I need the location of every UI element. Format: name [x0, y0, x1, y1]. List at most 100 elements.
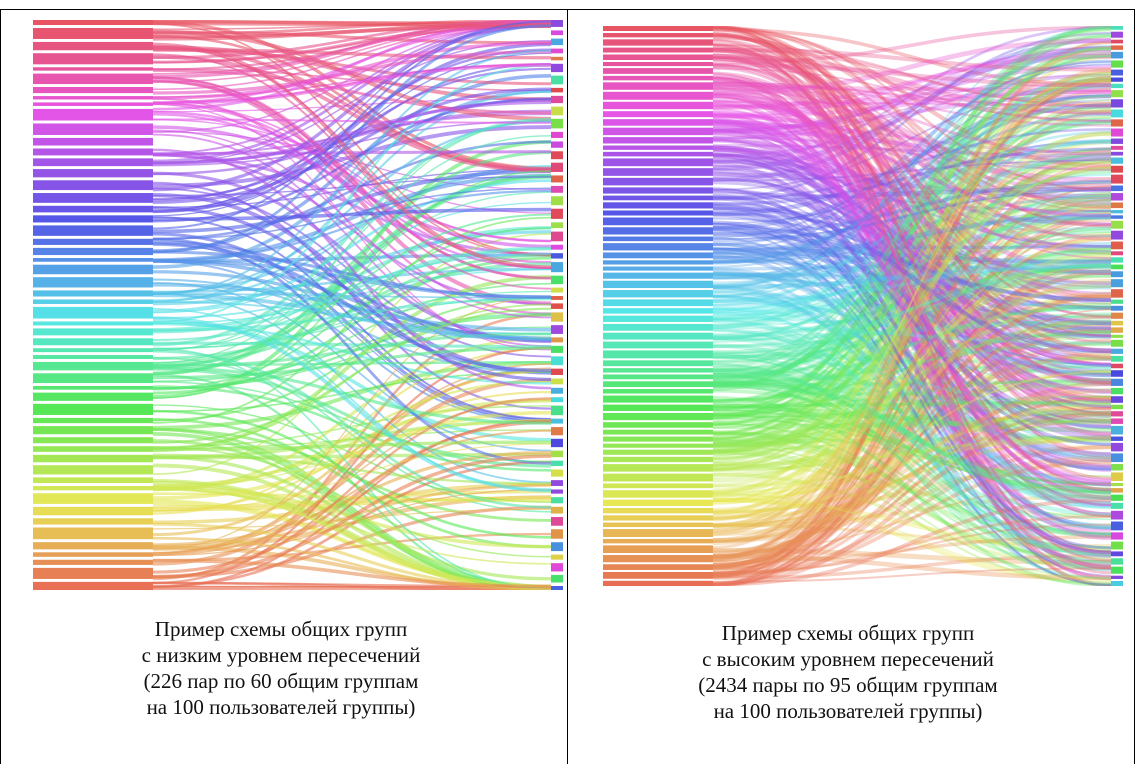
- ribbon-link: [712, 383, 1112, 418]
- ribbon-link: [712, 38, 1112, 182]
- right-node-bar: [1111, 193, 1123, 201]
- ribbon-link: [712, 395, 1112, 579]
- ribbon-link: [712, 93, 1112, 487]
- left-node-bar: [603, 299, 713, 307]
- right-node-bar: [1111, 60, 1123, 68]
- left-node-bar: [33, 247, 153, 256]
- ribbon-link: [712, 141, 1112, 294]
- ribbon-link: [712, 86, 1112, 419]
- ribbon-link: [712, 47, 1112, 518]
- ribbon-link: [712, 41, 1112, 472]
- ribbon-link: [712, 79, 1112, 576]
- right-node-bar: [1111, 174, 1123, 184]
- ribbon-link: [712, 251, 1112, 494]
- ribbon-link: [712, 187, 1112, 577]
- left-node-bar: [33, 53, 153, 65]
- ribbon-link: [712, 86, 1112, 269]
- ribbon-link: [712, 149, 1112, 578]
- ribbon-link: [152, 150, 552, 156]
- left-node-bar: [603, 151, 713, 157]
- ribbon-link: [712, 56, 1112, 457]
- ribbon-link: [712, 167, 1112, 324]
- ribbon-link: [712, 133, 1112, 295]
- ribbon-link: [712, 306, 1112, 423]
- left-node-bar: [603, 323, 713, 331]
- left-node-bar: [33, 338, 153, 346]
- ribbon-link: [712, 306, 1112, 349]
- ribbon-link: [712, 462, 1112, 519]
- table-border-left: [0, 9, 1, 764]
- ribbon-link: [712, 138, 1112, 408]
- ribbon-link: [712, 231, 1112, 468]
- right-node-bar: [1111, 157, 1123, 164]
- ribbon-link: [712, 27, 1112, 87]
- left-node-bar: [603, 341, 713, 349]
- ribbon-link: [712, 276, 1112, 319]
- left-node-bar: [603, 515, 713, 521]
- ribbon-link: [712, 201, 1112, 411]
- ribbon-link: [152, 443, 552, 512]
- ribbon-link: [712, 308, 1112, 549]
- ribbon-link: [712, 33, 1112, 416]
- ribbon-link: [712, 53, 1112, 116]
- ribbon-link: [152, 64, 552, 324]
- ribbon-link: [152, 30, 552, 45]
- left-node-bar: [603, 26, 713, 32]
- left-node-bar: [603, 145, 713, 150]
- left-node-bar: [33, 137, 153, 146]
- left-node-bar: [33, 559, 153, 565]
- right-node-bar: [1111, 51, 1123, 59]
- ribbon-link: [712, 367, 1112, 539]
- ribbon-link: [712, 338, 1112, 571]
- ribbon-link: [712, 103, 1112, 217]
- ribbon-link: [712, 278, 1112, 533]
- ribbon-link: [712, 264, 1112, 467]
- caption-line: с высоким уровнем пересечений: [702, 647, 994, 671]
- right-node-bar: [551, 75, 563, 85]
- ribbon-link: [712, 369, 1112, 543]
- right-node-bar: [1111, 436, 1123, 441]
- ribbon-link: [152, 74, 552, 253]
- ribbon-link: [712, 57, 1112, 344]
- ribbon-link: [152, 54, 552, 173]
- ribbon-link: [152, 50, 552, 95]
- ribbon-link: [152, 397, 552, 579]
- ribbon-link: [712, 180, 1112, 488]
- right-node-bar: [551, 337, 563, 343]
- ribbon-link: [152, 296, 552, 550]
- left-node-bar: [33, 552, 153, 557]
- ribbon-link: [712, 237, 1112, 506]
- left-node-bar: [603, 75, 713, 81]
- left-node-bar: [33, 567, 153, 579]
- ribbon-link: [712, 57, 1112, 241]
- ribbon-link: [712, 104, 1112, 172]
- ribbon-link: [712, 217, 1112, 554]
- ribbon-link: [712, 112, 1112, 260]
- ribbon-link: [712, 223, 1112, 584]
- ribbon-link: [712, 402, 1112, 515]
- right-node-bar: [551, 106, 563, 116]
- ribbon-link: [712, 26, 1112, 586]
- right-node-bar: [551, 387, 563, 394]
- ribbon-link: [712, 195, 1112, 264]
- ribbon-link: [712, 325, 1112, 568]
- ribbon-link: [712, 187, 1112, 243]
- ribbon-link: [712, 54, 1112, 516]
- ribbon-link: [712, 79, 1112, 362]
- ribbon-link: [712, 147, 1112, 341]
- ribbon-link: [712, 422, 1112, 564]
- left-node-bar: [33, 506, 153, 516]
- ribbon-link: [712, 412, 1112, 423]
- ribbon-link: [712, 32, 1112, 401]
- ribbon-link: [152, 290, 552, 350]
- ribbon-link: [712, 117, 1112, 483]
- ribbon-link: [712, 472, 1112, 569]
- left-node-bar: [603, 499, 713, 506]
- ribbon-link: [712, 89, 1112, 110]
- ribbon-link: [712, 275, 1112, 363]
- ribbon-link: [712, 242, 1112, 310]
- ribbon-link: [712, 85, 1112, 191]
- ribbon-link: [712, 76, 1112, 536]
- ribbon-link: [712, 93, 1112, 260]
- left-node-bar: [603, 571, 713, 579]
